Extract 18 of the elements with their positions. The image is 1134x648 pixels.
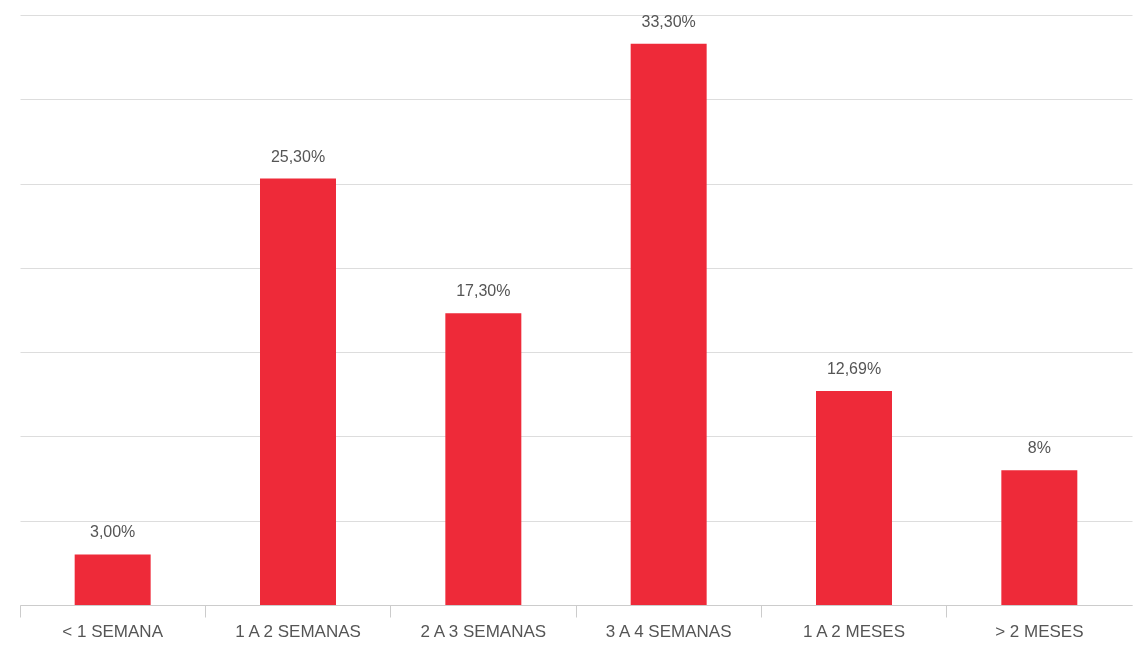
bar — [630, 43, 707, 605]
bar — [260, 178, 336, 605]
data-label: 3,00% — [89, 523, 136, 541]
data-label: 25,30% — [270, 147, 326, 165]
bar — [74, 554, 151, 605]
x-tick-label: > 2 MESES — [995, 621, 1084, 641]
x-tick-label: 3 A 4 SEMANAS — [605, 621, 732, 641]
bar — [1001, 470, 1078, 605]
data-label: 12,69% — [826, 360, 882, 378]
x-tick-label: 2 A 3 SEMANAS — [420, 621, 547, 641]
x-tick-label: 1 A 2 MESES — [802, 621, 906, 641]
x-tick-label: < 1 SEMANA — [62, 621, 164, 641]
bar — [816, 391, 892, 605]
x-tick-label: 1 A 2 SEMANAS — [235, 621, 361, 641]
data-label: 33,30% — [641, 12, 696, 30]
data-label: 8% — [1027, 439, 1051, 457]
data-label: 17,30% — [456, 282, 511, 300]
bar — [445, 313, 522, 605]
